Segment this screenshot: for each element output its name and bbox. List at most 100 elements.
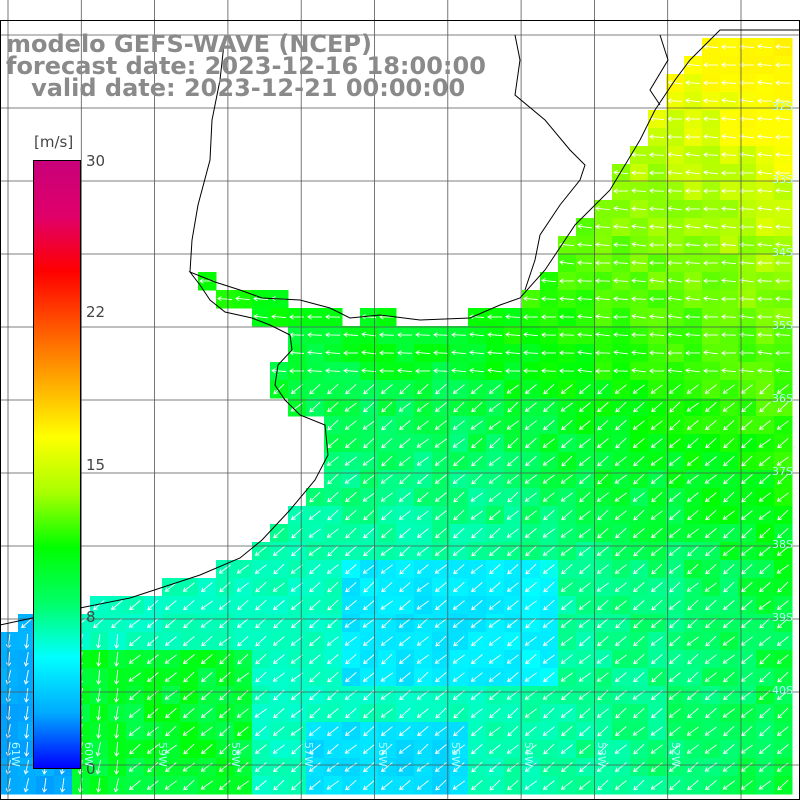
wind-arrow-head [380,605,386,610]
wind-arrow-head [721,62,726,68]
wind-arrow-head [542,695,548,700]
wind-arrow-head [524,731,530,736]
wind-arrow [543,564,555,574]
wind-arrow-head [362,497,368,502]
wind-arrow-head [723,569,728,575]
wind-arrow [543,402,555,412]
wind-arrow [183,617,195,629]
wind-arrow-head [345,443,350,449]
wind-arrow-head [704,749,710,754]
wind-arrow-head [777,623,782,629]
wind-arrow-head [96,716,102,721]
wind-arrow [597,546,609,556]
wind-arrow [649,333,665,337]
wind-arrow-head [739,133,744,140]
wind-arrow [649,352,665,354]
wind-arrow [669,672,681,682]
wind-arrow-head [380,641,386,646]
wind-arrow [363,527,375,539]
wind-arrow-head [23,716,29,721]
wind-arrow [723,384,735,394]
wind-arrow-head [649,206,654,212]
wind-arrow-head [722,713,728,718]
wind-arrow-head [363,533,368,539]
wind-arrow-head [487,367,492,374]
wind-arrow [237,708,249,718]
wind-arrow-head [488,749,494,754]
wind-arrow [255,581,267,593]
wind-arrow-head [434,767,440,772]
wind-arrow [649,208,665,210]
wind-arrow-head [686,749,692,754]
wind-arrow [775,46,791,48]
wind-arrow [471,654,483,664]
wind-arrow-head [597,695,602,701]
wind-arrow-head [434,587,440,593]
wind-arrow [543,383,555,395]
wind-arrow [649,136,665,138]
wind-arrow [669,762,681,772]
wind-arrow [273,744,285,754]
wind-arrow-head [399,479,404,485]
wind-arrow [633,762,645,772]
wind-arrow-head [777,587,782,593]
wind-arrow-head [721,242,726,248]
wind-arrow [775,154,791,156]
wind-arrow-head [471,641,476,647]
wind-arrow [578,351,592,355]
wind-arrow [255,635,267,647]
wind-arrow-head [237,695,242,701]
wind-arrow-head [416,551,422,556]
wind-arrow-head [614,461,620,466]
wind-arrow [219,653,231,665]
wind-arrow [453,564,465,574]
wind-arrow-head [525,569,530,575]
wind-arrow [705,402,717,412]
wind-arrow-head [21,623,26,629]
wind-arrow-head [363,713,368,719]
wind-arrow-head [399,425,404,431]
wind-arrow [471,780,483,790]
wind-arrow [165,725,177,737]
wind-arrow-head [685,80,690,86]
wind-arrow [327,402,339,412]
wind-arrow [667,100,683,102]
wind-arrow-head [613,368,618,374]
wind-arrow [417,582,429,592]
wind-arrow [705,563,717,575]
wind-arrow [723,491,735,503]
wind-arrow-head [668,497,674,502]
wind-arrow [721,154,737,156]
wind-arrow [579,780,591,790]
wind-arrow-head [506,389,512,394]
wind-arrow-head [524,533,530,539]
wind-arrow-head [488,461,494,466]
wind-arrow-head [559,296,564,302]
wind-arrow [525,492,537,502]
wind-arrow [381,600,393,610]
wind-arrow [687,653,699,665]
wind-arrow-head [597,389,602,395]
wind-arrow-head [434,551,440,556]
wind-arrow [615,744,627,754]
wind-arrow-head [272,605,278,611]
wind-arrow [488,369,502,373]
wind-arrow [345,456,357,466]
wind-arrow-head [165,731,170,737]
wind-arrow [633,617,645,629]
wind-arrow [560,261,574,265]
wind-arrow-head [705,641,710,647]
wind-arrow [7,634,11,648]
wind-arrow [704,225,718,229]
wind-arrow-head [344,695,350,700]
wind-arrow [757,171,773,175]
wind-arrow [471,492,483,502]
wind-arrow-head [559,332,564,338]
wind-arrow [363,654,375,664]
wind-arrow [597,473,609,485]
wind-arrow-head [254,695,260,700]
wind-arrow-head [471,785,476,791]
wind-arrow [757,190,773,192]
wind-arrow-head [722,515,728,520]
wind-arrow [705,474,717,484]
